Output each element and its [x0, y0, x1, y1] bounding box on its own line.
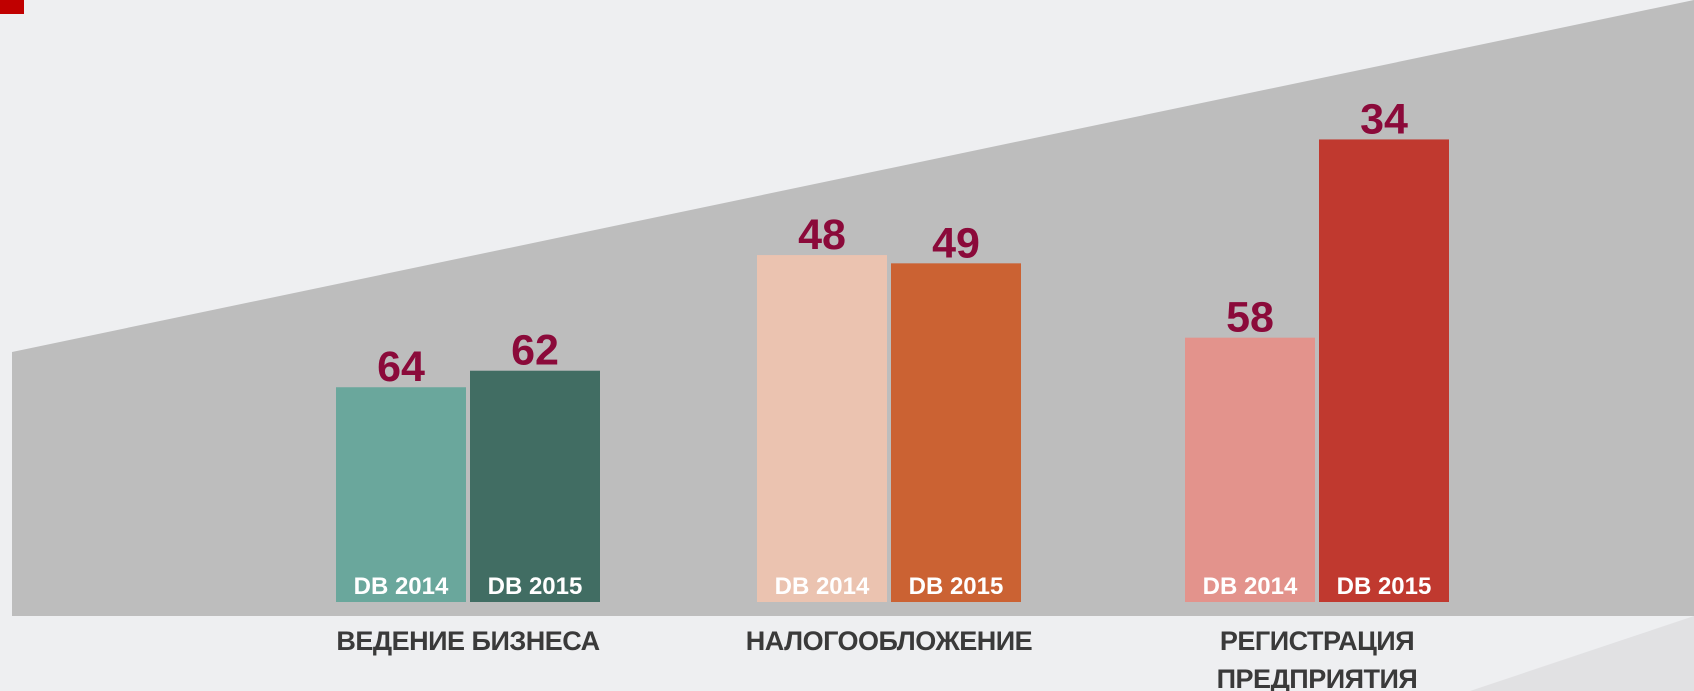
category-label: ВЕДЕНИЕ БИЗНЕСА	[336, 626, 600, 656]
value-label: 49	[932, 219, 980, 267]
series-label: DB 2015	[909, 573, 1004, 600]
value-label: 48	[798, 211, 846, 259]
value-label: 34	[1360, 95, 1408, 143]
value-label: 58	[1226, 294, 1274, 342]
series-label: DB 2014	[354, 573, 449, 600]
value-label: 64	[377, 343, 425, 391]
category-label: РЕГИСТРАЦИЯ ПРЕДПРИЯТИЯ	[1216, 626, 1418, 691]
bar	[470, 370, 600, 602]
series-label: DB 2015	[488, 573, 583, 600]
category-label: НАЛОГООБЛОЖЕНИЕ	[745, 626, 1033, 656]
series-label: DB 2014	[775, 573, 870, 600]
corner-mark	[0, 0, 24, 14]
bar	[1319, 139, 1449, 602]
value-label: 62	[511, 327, 559, 375]
bar	[336, 387, 466, 602]
bar	[1185, 337, 1315, 602]
bar	[891, 263, 1021, 602]
decoration	[1470, 616, 1694, 691]
series-label: DB 2014	[1203, 573, 1298, 600]
bar	[757, 255, 887, 602]
series-label: DB 2015	[1337, 573, 1432, 600]
